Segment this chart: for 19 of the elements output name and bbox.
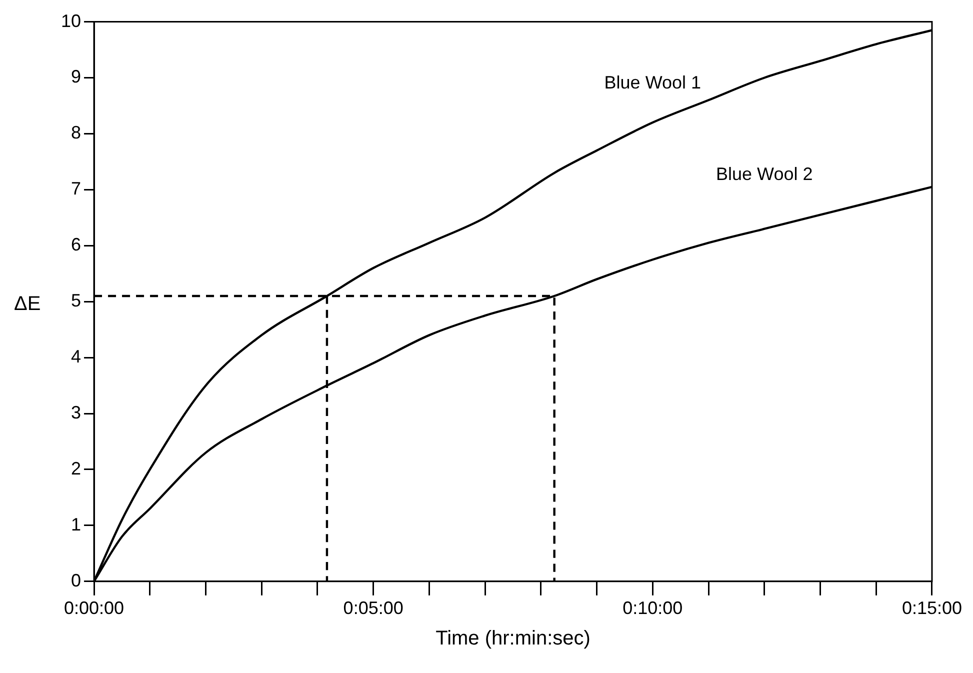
y-tick-label: 8 [71, 122, 82, 143]
y-tick-label: 1 [71, 514, 82, 534]
y-tick-label: 5 [71, 290, 82, 311]
x-tick-label: 0:05:00 [343, 598, 404, 618]
y-tick-label: 7 [71, 178, 82, 199]
y-tick-label: 3 [71, 402, 82, 422]
x-axis-title: Time (hr:min:sec) [436, 628, 590, 650]
x-tick-label: 0:15:00 [902, 598, 962, 618]
y-tick-label: 9 [71, 66, 82, 87]
series-label: Blue Wool 1 [604, 72, 702, 92]
y-tick-label: 0 [71, 570, 82, 590]
y-tick-label: 10 [60, 10, 82, 31]
x-tick-label: 0:10:00 [622, 598, 683, 618]
y-tick-label: 4 [71, 346, 82, 367]
x-tick-label: 0:00:00 [64, 598, 124, 618]
y-tick-label: 6 [71, 234, 82, 255]
series-label: Blue Wool 2 [716, 164, 813, 184]
y-axis-title: ΔE [14, 293, 41, 316]
y-tick-label: 2 [71, 458, 82, 478]
